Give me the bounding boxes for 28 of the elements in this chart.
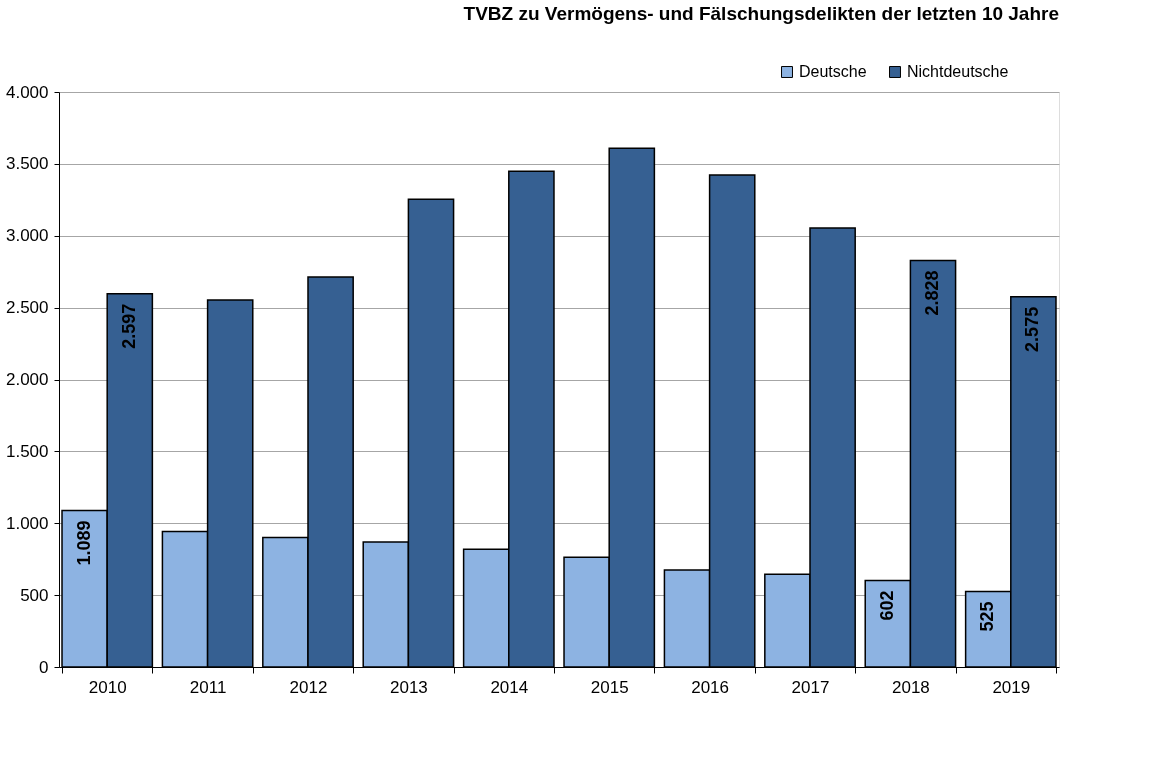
x-tick-label: 2010 [88, 677, 127, 697]
data-label: 2.597 [118, 303, 139, 349]
y-tick-label: 3.000 [5, 226, 49, 246]
x-tick-label: 2017 [791, 677, 830, 697]
data-label: 2.575 [1022, 306, 1043, 352]
y-tick-label: 3.500 [5, 154, 49, 174]
legend-label: Deutsche [799, 63, 867, 80]
x-tick-label: 2012 [289, 677, 328, 697]
x-tick-label: 2018 [891, 677, 930, 697]
y-tick-label: 500 [20, 585, 49, 605]
y-tick-label: 2.000 [5, 370, 49, 389]
chart-title: TVBZ zu Vermögens- und Fälschungsdelikten der letzten 10 Jahre [463, 3, 1059, 24]
y-tick-label: 4.000 [5, 82, 49, 102]
data-label: 525 [977, 601, 998, 632]
x-tick-label: 2011 [189, 677, 227, 697]
data-label: 602 [876, 590, 897, 621]
x-tick-label: 2015 [590, 677, 629, 697]
y-tick-label: 2.500 [5, 298, 49, 318]
data-label: 1.089 [73, 520, 94, 566]
y-tick-label: 0 [39, 657, 49, 677]
data-label: 2.828 [922, 270, 942, 316]
x-tick-label: 2016 [691, 677, 730, 697]
x-tick-label: 2014 [490, 677, 529, 697]
y-tick-label: 1.000 [5, 513, 49, 533]
x-tick-label: 2013 [389, 677, 428, 697]
y-tick-label: 1.500 [5, 441, 49, 461]
legend-label: Nichtdeutsche [907, 63, 1009, 80]
x-tick-label: 2019 [992, 677, 1031, 697]
